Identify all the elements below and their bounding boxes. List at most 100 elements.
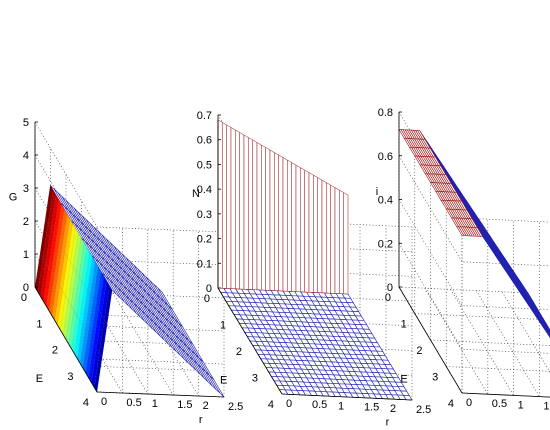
z-tick-label: 3 [23,183,29,195]
z-tick-label: 0.2 [378,238,393,250]
surface-cell [235,129,240,290]
surface-cell [248,137,253,290]
r-axis-label: r [199,414,203,426]
floor-grid-line [81,365,209,372]
surface-cell [269,149,275,291]
z-tick-label: 0 [206,283,212,295]
r-tick-label: 0.5 [492,398,507,410]
r-tick-label: 0.5 [126,397,141,409]
e-tick-label: 4 [268,399,274,411]
e-tick-label: 1 [36,318,42,330]
floor-grid-line [398,286,529,294]
floor-grid-line [450,289,514,396]
z-tick-label: 1 [23,249,29,261]
r-tick-label: 2.5 [416,404,431,416]
floor-grid-line [501,291,550,373]
surface-cell [295,164,301,293]
z-tick-label: 2 [23,216,29,228]
surface-cell [256,142,262,291]
e-tick-label: 1 [220,320,226,332]
z-tick-label: 4 [23,150,29,162]
surface-cell [343,192,349,295]
floor-grid-line [476,290,540,397]
surface-group [34,184,225,398]
surface-group [398,129,550,338]
r-axis-line [281,393,413,401]
z-tick-label: 0 [387,282,393,294]
surface-cell [287,159,292,292]
z-axis-label: N [192,188,200,200]
surface-cell [321,179,327,294]
r-tick-label: 0 [286,398,292,410]
z-tick-label: 0.5 [197,159,212,171]
floor-grid-line [110,289,174,396]
z-tick-label: 0.6 [378,151,393,163]
z-tick-label: 0.8 [378,107,393,119]
r-axis-line [96,391,225,398]
z-tick-label: 0 [23,282,29,294]
surface-cell [243,134,249,290]
r-tick-label: 1.5 [177,399,192,411]
z-axis-label: G [9,191,18,203]
surface-cell [274,152,279,292]
r-tick-label: 1.5 [364,402,379,414]
surface-cell [317,177,323,294]
z-tick-label: 0.3 [197,209,212,221]
r-tick-label: 2.5 [228,401,243,413]
r-tick-label: 0 [466,397,472,409]
e-tick-label: 3 [432,372,438,384]
z-tick-label: 0.2 [197,234,212,246]
e-tick-label: 0 [204,293,210,305]
surface-cell [265,147,271,291]
e-axis-label: E [36,373,43,385]
surface-cell [103,284,113,326]
r-tick-label: 0 [101,396,107,408]
floor-grid-line [446,366,550,372]
surface-cell [326,182,331,294]
surface-cell [334,187,340,294]
e-tick-label: 2 [52,345,58,357]
surface-cell [308,172,314,293]
surface-cell [313,174,318,293]
surface-cell [474,227,484,237]
z-tick-label: 0.7 [197,110,212,122]
wall-grid-line [34,121,225,233]
e-axis-line [398,286,463,394]
e-axis-label: E [400,374,407,386]
e-tick-label: 3 [67,371,73,383]
floor-grid-line [424,288,489,395]
r-axis-line [461,392,550,398]
surface-cell [291,162,297,292]
surface-cell [541,324,550,338]
r-tick-label: 1 [152,398,158,410]
z-tick-label: 0.4 [197,184,212,196]
surface-cell [339,189,344,295]
floor-grid-line [85,288,149,395]
surface-cell [222,121,227,289]
z-tick-label: 0.4 [378,195,393,207]
e-tick-label: 3 [252,373,258,385]
surface-cell [252,139,258,291]
e-tick-label: 4 [83,397,89,409]
wall-grid-line [398,155,550,267]
e-axis-label: E [220,375,227,387]
surface-group [217,119,413,401]
r-tick-label: 1 [518,399,524,411]
r-tick-label: 2 [390,403,396,415]
r-axis-label: r [386,416,390,428]
e-tick-label: 0 [21,292,27,304]
surface-cell [300,167,305,293]
r-tick-label: 1 [338,400,344,412]
floor-grid-line [414,313,544,320]
e-axis-line [34,286,98,393]
r-tick-label: 2 [203,400,209,412]
e-tick-label: 0 [385,292,391,304]
e-axis-line [217,287,283,395]
e-tick-label: 2 [236,346,242,358]
r-tick-label: 0.5 [312,399,327,411]
